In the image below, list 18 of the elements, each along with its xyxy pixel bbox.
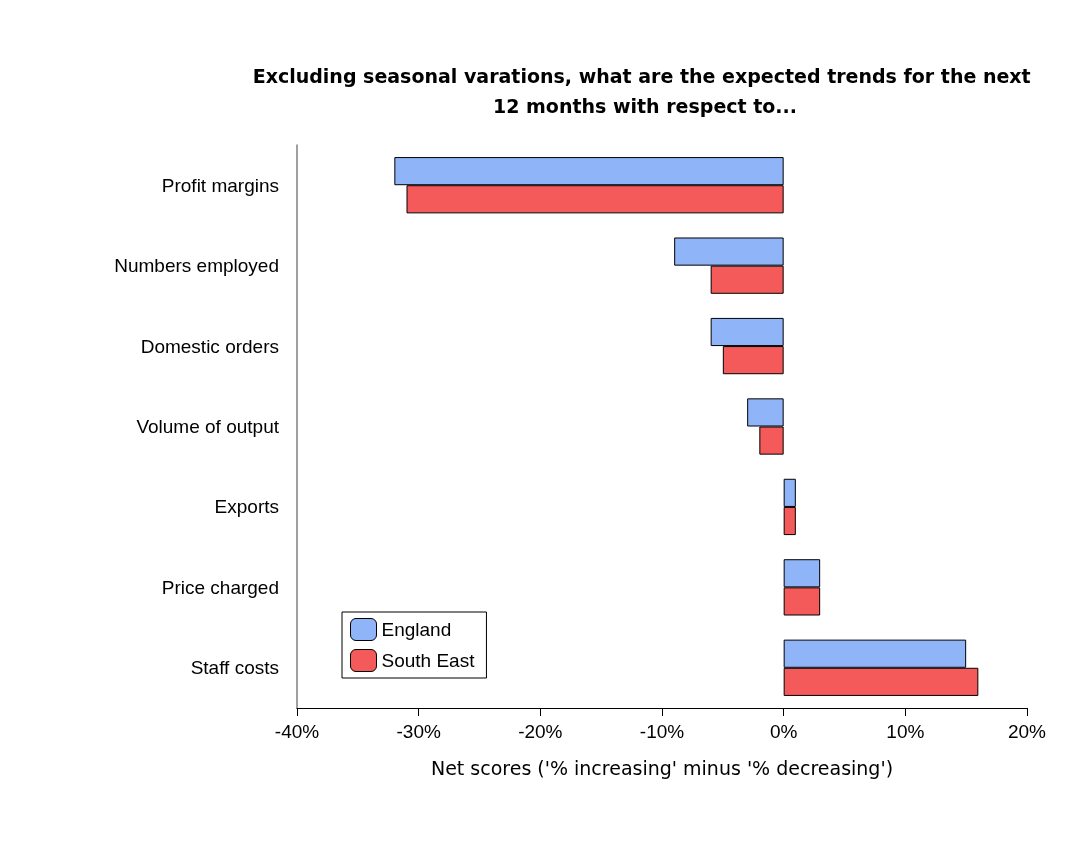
x-axis-title: Net scores ('% increasing' minus '% decreasing') <box>430 756 894 779</box>
x-tick-label: -10% <box>639 721 685 742</box>
x-tick-label: 0% <box>769 721 798 742</box>
y-tick-label: Numbers employed <box>114 255 279 277</box>
y-tick-label: Domestic orders <box>140 335 279 357</box>
legend-label: South East <box>381 650 476 671</box>
y-tick-label: Profit margins <box>161 174 279 196</box>
x-tick-label: 10% <box>886 721 925 742</box>
chart-title: Excluding seasonal varations, what are the expected trends for the next 12 months with respect to... <box>252 65 1038 117</box>
legend-label: England <box>381 619 452 640</box>
x-tick-label: -20% <box>518 721 563 742</box>
x-tick-label: 20% <box>1007 721 1047 742</box>
x-tick-label: -30% <box>396 721 441 742</box>
y-tick-label: Staff costs <box>190 657 279 679</box>
y-tick-label: Exports <box>214 496 279 518</box>
y-tick-label: Volume of output <box>136 416 280 437</box>
y-tick-label: Price charged <box>161 576 279 598</box>
x-tick-label: -40% <box>274 721 320 742</box>
